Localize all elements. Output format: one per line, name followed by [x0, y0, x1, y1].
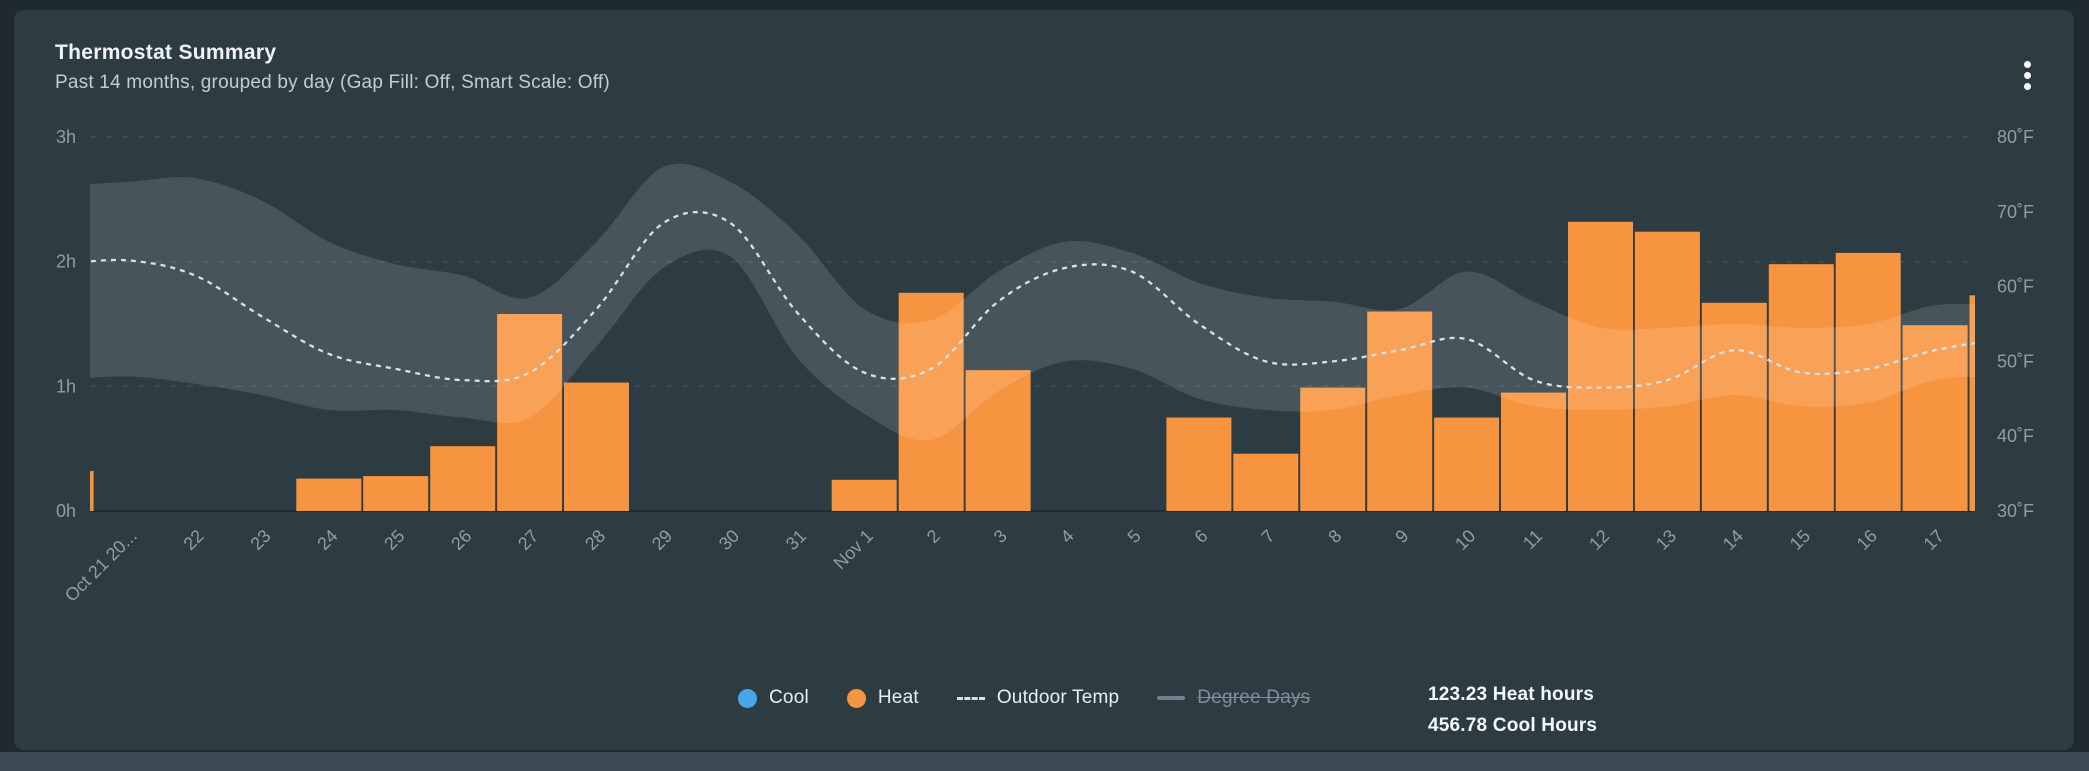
- x-axis-label: 22: [179, 526, 207, 554]
- heat-bar[interactable]: [1969, 295, 2035, 511]
- legend-label: Outdoor Temp: [996, 687, 1120, 708]
- heat-bar[interactable]: [1434, 417, 1500, 512]
- y-left-tick-label: 2h: [56, 252, 76, 272]
- x-axis-label: 8: [1324, 526, 1345, 547]
- x-axis-label: 7: [1257, 526, 1278, 547]
- x-axis-label: 13: [1652, 526, 1680, 554]
- x-axis-label: 14: [1719, 526, 1747, 554]
- y-right-tick-label: 40˚F: [1997, 426, 2034, 446]
- heat-bar[interactable]: [29, 471, 94, 511]
- x-axis-label: 11: [1519, 526, 1546, 553]
- legend-label: Degree Days: [1197, 687, 1311, 708]
- x-axis-label: 15: [1786, 526, 1814, 554]
- y-right-tick-label: 80˚F: [1997, 127, 2034, 147]
- chart-legend: Cool Heat Outdoor Temp Degree Days: [738, 683, 1310, 713]
- y-right-tick-label: 30˚F: [1997, 501, 2034, 521]
- y-right-tick-label: 50˚F: [1997, 351, 2034, 371]
- heat-bar[interactable]: [1300, 387, 1366, 511]
- page-background-strip: [0, 752, 2089, 771]
- x-axis-label: 6: [1191, 526, 1212, 547]
- totals-summary: 123.23 Heat hours 456.78 Cool Hours: [1428, 679, 1597, 741]
- legend-item-heat[interactable]: Heat: [846, 687, 919, 709]
- heat-bar[interactable]: [1701, 302, 1767, 511]
- x-axis-label: 24: [313, 526, 341, 554]
- degree-days-swatch-icon: [1157, 696, 1186, 700]
- x-axis-label: 9: [1391, 526, 1412, 547]
- x-axis-label: 31: [782, 526, 810, 554]
- outdoor-temp-line[interactable]: [61, 211, 2002, 389]
- x-axis-label: 23: [246, 526, 274, 554]
- heat-bar[interactable]: [430, 446, 496, 511]
- x-axis-label: 16: [1853, 526, 1881, 554]
- heat-bar[interactable]: [363, 476, 429, 511]
- legend-label: Heat: [877, 687, 919, 708]
- legend-item-outdoor-temp[interactable]: Outdoor Temp: [956, 687, 1120, 709]
- x-axis-label: Nov 1: [830, 526, 877, 573]
- heat-swatch-icon: [846, 688, 866, 708]
- y-left-tick-label: 0h: [56, 501, 76, 521]
- heat-bar[interactable]: [1501, 392, 1566, 511]
- x-axis-label: 25: [380, 526, 408, 554]
- y-left-tick-label: 1h: [56, 376, 76, 396]
- heat-bar[interactable]: [296, 478, 362, 511]
- outdoor-temp-swatch-icon: [956, 696, 985, 700]
- page-title: Thermostat Summary: [55, 41, 277, 64]
- x-axis-label: Oct 21 20...: [61, 526, 141, 606]
- x-axis-label: 27: [514, 526, 542, 554]
- heat-bar[interactable]: [831, 479, 897, 511]
- legend-item-cool[interactable]: Cool: [738, 687, 809, 709]
- legend-item-degree-days[interactable]: Degree Days: [1157, 687, 1310, 709]
- heat-bar[interactable]: [1768, 264, 1834, 511]
- heat-bar[interactable]: [1233, 453, 1299, 511]
- heat-hours-total: 123.23 Heat hours: [1428, 684, 1595, 705]
- x-axis-label: 28: [581, 526, 609, 554]
- y-right-tick-label: 60˚F: [1997, 277, 2034, 297]
- kebab-menu-icon[interactable]: [2014, 54, 2040, 96]
- outdoor-temp-range-band: [90, 163, 1975, 441]
- cool-swatch-icon: [738, 688, 757, 708]
- heat-bar[interactable]: [497, 314, 563, 511]
- heat-bar[interactable]: [1166, 417, 1232, 512]
- x-axis-label: 3: [990, 526, 1011, 547]
- x-axis-label: 29: [648, 526, 676, 554]
- cool-hours-total: 456.78 Cool Hours: [1428, 715, 1598, 736]
- x-axis-label: 26: [447, 526, 475, 554]
- x-axis-label: 5: [1124, 526, 1145, 547]
- x-axis-label: 10: [1451, 526, 1479, 554]
- x-axis-label: 2: [923, 526, 944, 547]
- heat-bar[interactable]: [1568, 221, 1633, 512]
- heat-bar[interactable]: [965, 370, 1031, 511]
- x-axis-label: 17: [1920, 526, 1948, 554]
- heat-bar[interactable]: [1835, 252, 1901, 511]
- y-left-tick-label: 3h: [56, 127, 76, 147]
- y-right-tick-label: 70˚F: [1997, 202, 2034, 222]
- heat-bar[interactable]: [898, 292, 964, 511]
- x-axis-label: 12: [1585, 526, 1613, 554]
- x-axis-label: 30: [715, 526, 743, 554]
- x-axis-label: 4: [1057, 526, 1078, 547]
- legend-label: Cool: [769, 687, 809, 708]
- card-subtitle: Past 14 months, grouped by day (Gap Fill…: [55, 72, 610, 93]
- heat-bar[interactable]: [564, 382, 629, 511]
